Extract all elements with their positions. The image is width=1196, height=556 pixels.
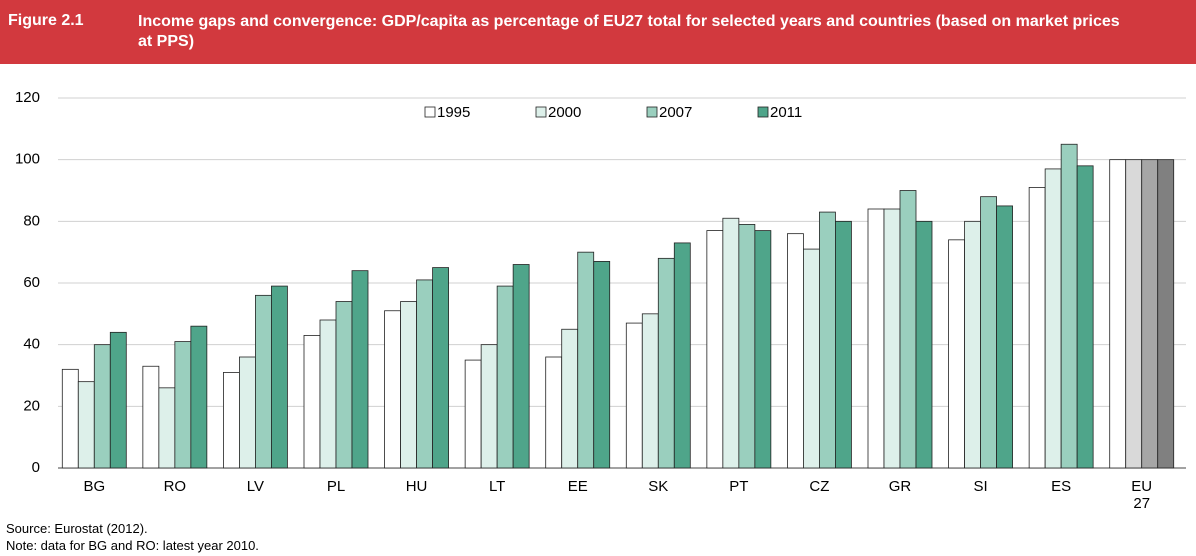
bar bbox=[1028, 187, 1046, 469]
bar bbox=[1141, 159, 1159, 469]
bar bbox=[867, 208, 885, 469]
x-tick-label: HU bbox=[405, 478, 428, 495]
bar bbox=[464, 359, 482, 469]
y-tick-label: 100 bbox=[15, 151, 40, 168]
y-tick-label: 0 bbox=[32, 459, 40, 476]
bar bbox=[319, 319, 337, 469]
x-tick-label: ES bbox=[1051, 478, 1072, 495]
bar bbox=[255, 294, 272, 469]
bar bbox=[239, 356, 256, 469]
bar bbox=[1157, 159, 1175, 469]
bar bbox=[432, 267, 449, 469]
bar bbox=[480, 344, 498, 469]
x-tick-label: RO bbox=[163, 478, 187, 495]
y-tick-label: 120 bbox=[15, 89, 40, 106]
bar bbox=[61, 368, 79, 469]
bar bbox=[1060, 143, 1078, 469]
bar bbox=[351, 270, 369, 469]
bar bbox=[899, 190, 917, 469]
x-tick-label: LV bbox=[246, 478, 265, 495]
bar bbox=[722, 217, 740, 469]
legend-swatch bbox=[646, 106, 658, 118]
x-tick-label: EU 27 bbox=[1131, 478, 1153, 512]
bar bbox=[561, 328, 579, 469]
x-tick-label: PL bbox=[326, 478, 346, 495]
bar bbox=[174, 341, 192, 469]
bar bbox=[142, 365, 160, 469]
x-tick-label: LT bbox=[488, 478, 506, 495]
legend-swatch bbox=[535, 106, 547, 118]
bar bbox=[77, 381, 95, 469]
bar bbox=[223, 372, 240, 469]
bar bbox=[787, 233, 804, 469]
legend-label: 1995 bbox=[437, 104, 470, 121]
figure-label: Figure 2.1 bbox=[8, 12, 84, 29]
source-note: Source: Eurostat (2012). bbox=[6, 521, 148, 536]
bar bbox=[948, 239, 965, 469]
header: Figure 2.1 Income gaps and convergence: … bbox=[0, 0, 1196, 64]
bar bbox=[416, 279, 433, 469]
bar bbox=[512, 264, 530, 469]
x-tick-label: EE bbox=[567, 478, 588, 495]
bar bbox=[657, 257, 675, 469]
bar bbox=[625, 322, 643, 469]
y-tick-label: 40 bbox=[23, 336, 40, 353]
x-tick-label: BG bbox=[83, 478, 106, 495]
chart-title: Income gaps and convergence: GDP/capita … bbox=[138, 13, 1120, 50]
bar bbox=[1109, 159, 1127, 469]
bar bbox=[1044, 168, 1062, 469]
y-tick-label: 20 bbox=[23, 397, 40, 414]
legend-label: 2000 bbox=[548, 104, 581, 121]
bar bbox=[1076, 165, 1094, 469]
x-tick-label: PT bbox=[729, 478, 749, 495]
bar bbox=[577, 251, 595, 469]
note: Note: data for BG and RO: latest year 20… bbox=[6, 538, 259, 553]
legend-swatch bbox=[757, 106, 769, 118]
y-tick-label: 60 bbox=[23, 274, 40, 291]
bar bbox=[158, 387, 176, 469]
y-tick-label: 80 bbox=[23, 212, 40, 229]
bar bbox=[93, 344, 111, 469]
bar bbox=[835, 220, 852, 469]
bar bbox=[190, 325, 208, 469]
bar bbox=[496, 285, 514, 469]
x-tick-label: CZ bbox=[809, 478, 830, 495]
bar bbox=[641, 313, 659, 469]
legend-label: 2007 bbox=[659, 104, 692, 121]
bar bbox=[384, 310, 401, 469]
x-tick-label: GR bbox=[888, 478, 912, 495]
bar bbox=[109, 331, 127, 469]
bar bbox=[883, 208, 901, 469]
bar bbox=[996, 205, 1013, 469]
bar bbox=[303, 335, 321, 469]
bar bbox=[915, 220, 933, 469]
x-tick-label: SK bbox=[648, 478, 669, 495]
bar bbox=[803, 248, 820, 469]
bar bbox=[738, 224, 756, 469]
bar bbox=[754, 230, 772, 469]
legend-label: 2011 bbox=[770, 104, 802, 121]
bar bbox=[964, 220, 981, 469]
bar bbox=[400, 301, 417, 469]
x-tick-label: SI bbox=[973, 478, 988, 495]
legend-swatch bbox=[424, 106, 436, 118]
bar bbox=[271, 285, 288, 469]
bar bbox=[980, 196, 997, 469]
bar bbox=[545, 356, 563, 469]
bar bbox=[673, 242, 691, 469]
bar bbox=[706, 230, 724, 469]
bar bbox=[1125, 159, 1143, 469]
bar bbox=[335, 301, 353, 469]
bar bbox=[593, 261, 611, 469]
bar bbox=[819, 211, 836, 469]
